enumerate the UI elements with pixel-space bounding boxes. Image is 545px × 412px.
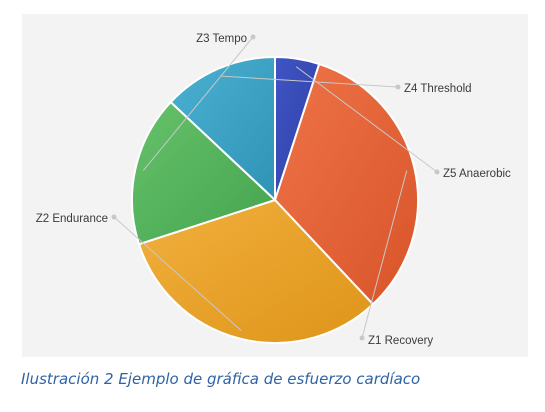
- slice-label-z5-anaerobic: Z5 Anaerobic: [443, 168, 511, 180]
- figure-caption: Ilustración 2 Ejemplo de gráfica de esfu…: [21, 370, 421, 388]
- chart-panel: Z5 Anaerobic Z1 Recovery Z2 Endurance Z3 Te…: [22, 14, 528, 357]
- pie-slices: [131, 55, 419, 344]
- pie-slice-z4-threshold[interactable]: [169, 55, 276, 203]
- pie-slice-z2-endurance[interactable]: [137, 198, 375, 344]
- leader-dot-z3-tempo: [250, 34, 256, 40]
- slice-label-z2-endurance: Z2 Endurance: [36, 213, 108, 225]
- leader-dot-z4-threshold: [395, 84, 401, 90]
- pie-slice-z3-tempo[interactable]: [131, 100, 277, 246]
- slice-label-z1-recovery: Z1 Recovery: [368, 335, 433, 347]
- leader-line-z2-endurance: [113, 216, 242, 332]
- leader-line-z5-anaerobic: [295, 66, 438, 173]
- leader-dot-z1-recovery: [359, 335, 365, 341]
- leader-dot-z2-endurance: [111, 214, 117, 220]
- pie-chart: Z5 Anaerobic Z1 Recovery Z2 Endurance Z3 Te…: [36, 33, 511, 347]
- slice-label-z4-threshold: Z4 Threshold: [404, 83, 472, 95]
- pie-labels: Z5 Anaerobic Z1 Recovery Z2 Endurance Z3 Te…: [36, 33, 511, 347]
- leader-line-z3-tempo: [142, 36, 254, 171]
- leader-dot-z5-anaerobic: [434, 169, 440, 175]
- slice-label-z3-tempo: Z3 Tempo: [196, 33, 247, 45]
- leader-line-z4-threshold: [221, 75, 399, 88]
- leader-line-z1-recovery: [361, 170, 408, 339]
- pie-slice-z1-recovery[interactable]: [273, 62, 419, 306]
